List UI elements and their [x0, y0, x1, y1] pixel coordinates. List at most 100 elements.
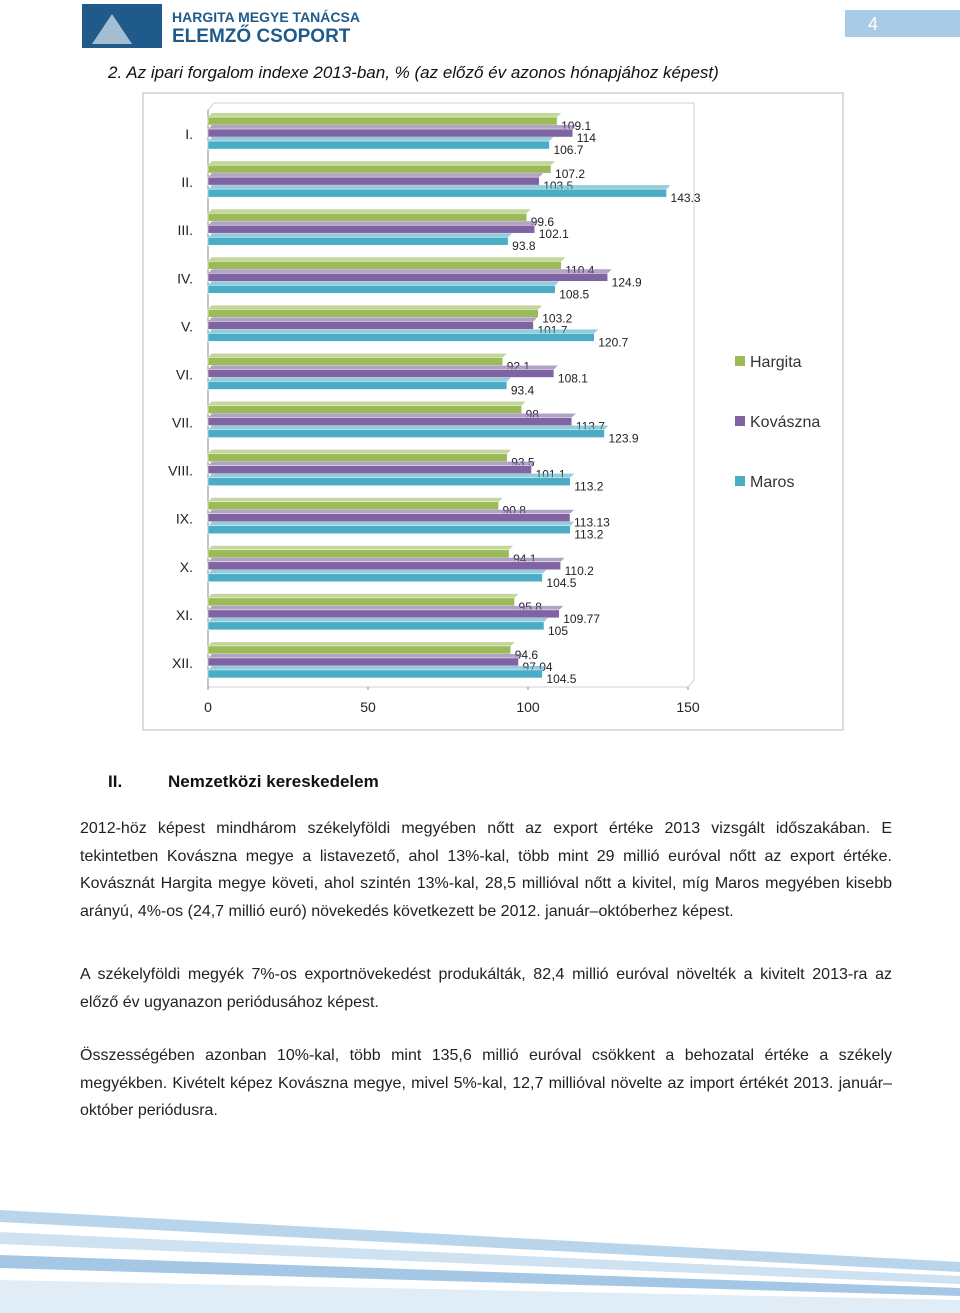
bar-top — [208, 137, 554, 142]
bar-top — [208, 413, 576, 418]
bar — [207, 549, 510, 559]
bar-top — [208, 497, 503, 502]
org-name: HARGITA MEGYE TANÁCSA — [172, 9, 360, 25]
data-label: 108.1 — [558, 371, 588, 385]
bar-top — [208, 377, 511, 382]
bar-top — [208, 329, 599, 334]
bar — [207, 453, 508, 462]
data-label: 106.7 — [553, 143, 583, 157]
bar-top — [208, 473, 575, 478]
bar-top — [208, 617, 548, 622]
bar — [207, 573, 543, 583]
section-title: Nemzetközi kereskedelem — [168, 772, 379, 791]
y-tick-label: X. — [180, 559, 193, 575]
bar — [207, 369, 555, 378]
bar-top — [208, 641, 515, 646]
bar — [207, 657, 519, 667]
legend-label: Kovászna — [750, 414, 820, 431]
y-tick-label: XI. — [176, 607, 193, 623]
page-number-box — [845, 10, 960, 37]
y-tick-label: IX. — [176, 511, 193, 527]
bar-top — [208, 221, 539, 226]
bar — [207, 429, 605, 438]
bar-top — [208, 353, 507, 358]
chart: 050100150I.109.1114106.7II.107.2103.5143… — [168, 113, 820, 715]
bar-top — [208, 305, 543, 310]
data-label: 110.2 — [565, 564, 594, 578]
y-tick-label: XII. — [172, 655, 193, 671]
bar — [207, 116, 558, 126]
data-label: 113.13 — [574, 516, 610, 530]
bar — [207, 273, 608, 282]
bar — [207, 285, 556, 294]
y-tick-label: VIII. — [168, 463, 193, 479]
bar-top — [208, 281, 560, 286]
data-label: 123.9 — [608, 432, 638, 446]
data-label: 114 — [577, 131, 596, 145]
unit-name: ELEMZŐ CSOPORT — [172, 25, 351, 47]
bar — [207, 357, 503, 366]
bar-top — [208, 605, 564, 610]
data-label: 108.5 — [559, 287, 589, 301]
data-label: 120.7 — [598, 335, 628, 349]
bar-top — [208, 461, 536, 466]
bar-top — [208, 521, 575, 526]
data-label: 143.3 — [671, 191, 701, 205]
bar — [207, 261, 562, 270]
paragraph: 2012-höz képest mindhárom székelyföldi m… — [80, 820, 892, 920]
bar — [207, 477, 571, 486]
bar — [207, 212, 527, 222]
bar — [207, 669, 543, 679]
bar-top — [208, 113, 562, 118]
y-tick-label: I. — [185, 126, 193, 142]
page-number: 4 — [868, 14, 878, 34]
bar — [207, 609, 560, 619]
legend-label: Hargita — [750, 354, 802, 371]
bar — [207, 597, 515, 607]
logo-shape — [92, 14, 132, 44]
bar-top — [208, 557, 565, 562]
bar-top — [208, 233, 513, 238]
data-label: 93.8 — [512, 239, 536, 253]
y-tick-label: VII. — [172, 415, 193, 431]
bar — [207, 561, 561, 571]
bar-top — [208, 173, 544, 178]
data-label: 94.6 — [515, 648, 539, 662]
x-tick-label: 0 — [204, 699, 212, 715]
bar — [207, 513, 571, 522]
x-tick-label: 100 — [516, 699, 540, 715]
paragraph: A székelyföldi megyék 7%-os exportnöveke… — [80, 966, 892, 1011]
bar-top — [208, 401, 526, 406]
bar-top — [208, 185, 671, 190]
y-tick-label: III. — [177, 222, 193, 238]
bar — [207, 381, 508, 390]
bar — [207, 176, 540, 186]
footer-decoration — [0, 1210, 960, 1313]
data-label: 124.9 — [612, 275, 642, 289]
bar — [207, 525, 571, 534]
bar — [207, 621, 545, 631]
bar — [207, 164, 552, 174]
bar-top — [208, 545, 514, 550]
bar-top — [208, 665, 547, 670]
legend-swatch — [735, 416, 745, 426]
y-tick-label: VI. — [176, 366, 193, 382]
x-tick-label: 150 — [676, 699, 700, 715]
bar-top — [208, 593, 519, 598]
section-number: II. — [108, 772, 122, 791]
y-tick-label: IV. — [177, 270, 193, 286]
bar-top — [208, 161, 556, 166]
bar — [207, 501, 499, 510]
y-tick-label: V. — [181, 318, 193, 334]
data-label: 102.1 — [539, 227, 569, 241]
data-label: 113.2 — [574, 480, 603, 494]
bar — [207, 309, 539, 318]
data-label: 113.2 — [574, 528, 603, 542]
paragraph: Összességében azonban 10%-kal, több mint… — [80, 1047, 892, 1119]
bar — [207, 333, 595, 342]
data-label: 104.5 — [546, 672, 576, 686]
bar-top — [208, 209, 531, 214]
legend-swatch — [735, 356, 745, 366]
data-label: 107.2 — [555, 167, 585, 181]
